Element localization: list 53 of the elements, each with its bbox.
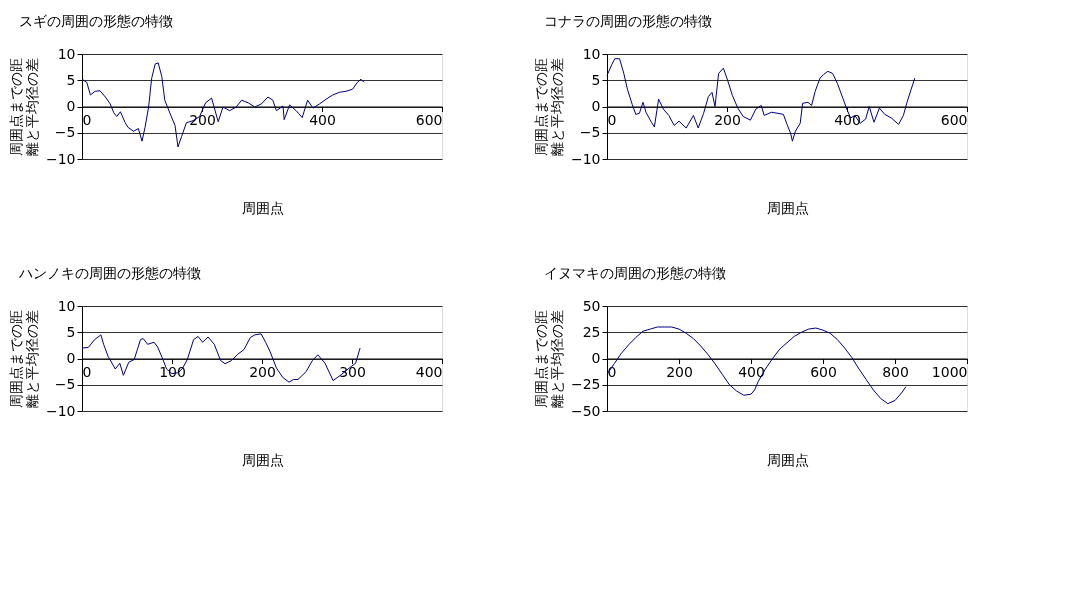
y-tick-label: 50 [582, 297, 601, 314]
y-tick-label: −10 [570, 150, 601, 167]
line-series [606, 58, 916, 142]
y-tick-label: −25 [570, 376, 601, 393]
y-tick-label: 0 [66, 98, 76, 114]
x-tick-label: 400 [834, 112, 861, 128]
x-tick-label: 0 [607, 112, 617, 128]
x-tick-label: 600 [810, 364, 837, 380]
y-tick-label: 10 [582, 45, 601, 62]
y-tick-label: −5 [579, 124, 601, 141]
chart-title: イヌマキの周囲の形態の特徴 [544, 265, 727, 281]
y-axis-title: 周囲点までの距離と平均径の差 [532, 310, 565, 408]
x-tick-label: 0 [82, 364, 92, 380]
x-tick-label: 400 [738, 364, 765, 380]
chart-title: コナラの周囲の形態の特徴 [544, 13, 713, 29]
x-tick-label: 400 [415, 364, 443, 380]
x-tick-label: 200 [666, 364, 693, 380]
y-tick-label: 0 [66, 350, 76, 366]
x-tick-label: 600 [940, 112, 968, 128]
chart-title: スギの周囲の形態の特徴 [19, 13, 174, 29]
y-tick-label: −10 [45, 150, 76, 167]
x-axis-title: 周囲点 [241, 451, 284, 468]
y-axis-title: 周囲点までの距離と平均径の差 [7, 310, 40, 408]
x-tick-label: 600 [415, 112, 443, 128]
line-series [606, 326, 907, 405]
x-tick-label: 400 [309, 112, 336, 128]
x-axis-title: 周囲点 [241, 199, 284, 216]
y-tick-label: 5 [591, 71, 601, 88]
y-tick-label: −5 [54, 376, 76, 393]
line-series [81, 62, 365, 148]
x-tick-label: 200 [249, 364, 276, 380]
chart-title: ハンノキの周囲の形態の特徴 [18, 265, 202, 281]
y-axis-title: 周囲点までの距離と平均径の差 [7, 58, 40, 156]
x-axis-title: 周囲点 [766, 199, 809, 216]
y-tick-label: 0 [591, 98, 601, 114]
x-tick-label: 200 [714, 112, 741, 128]
y-tick-label: 10 [57, 45, 76, 62]
y-tick-label: 25 [582, 323, 601, 340]
y-tick-label: 10 [57, 297, 76, 314]
x-tick-label: 0 [607, 364, 617, 380]
y-tick-label: 0 [591, 350, 601, 366]
x-tick-label: 200 [189, 112, 216, 128]
y-tick-label: −5 [54, 124, 76, 141]
y-tick-label: 5 [66, 71, 76, 88]
x-tick-label: 0 [82, 112, 92, 128]
y-tick-label: −10 [45, 402, 76, 419]
x-tick-label: 100 [159, 364, 186, 380]
y-tick-label: 5 [66, 323, 76, 340]
y-tick-label: −50 [570, 402, 601, 419]
x-axis-title: 周囲点 [766, 451, 809, 468]
x-tick-label: 800 [882, 364, 909, 380]
x-tick-label: 1000 [931, 364, 968, 380]
y-axis-title: 周囲点までの距離と平均径の差 [532, 58, 565, 156]
